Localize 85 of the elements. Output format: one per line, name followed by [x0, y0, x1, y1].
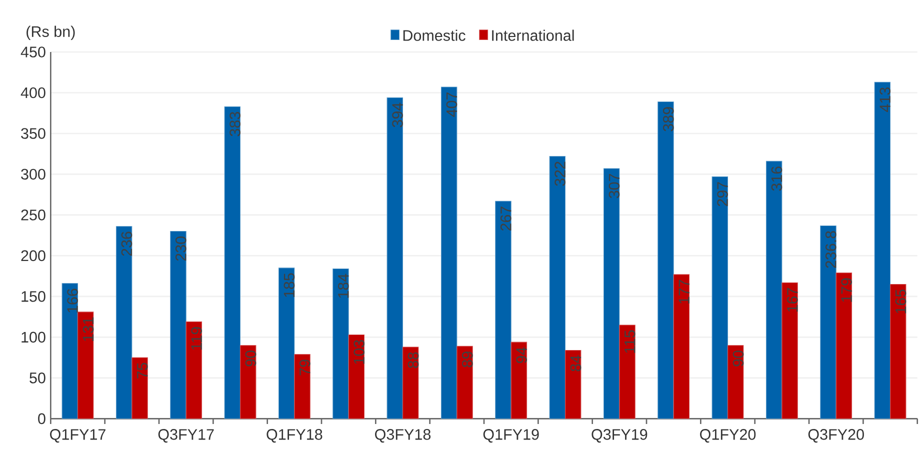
bar	[456, 346, 473, 419]
data-label: 389	[662, 107, 674, 132]
bar	[495, 200, 512, 419]
bar	[712, 176, 728, 419]
data-label: 383	[230, 112, 240, 136]
bar	[294, 354, 310, 419]
data-label: 119	[191, 327, 202, 350]
bar	[386, 97, 404, 419]
bar	[510, 342, 528, 419]
data-label: 179	[841, 278, 852, 302]
bar	[224, 106, 241, 419]
x-tick-label: Q1FY20	[700, 429, 756, 443]
y-tick-label: 0	[38, 413, 46, 424]
bar	[658, 101, 674, 419]
legend-label: International	[492, 30, 574, 41]
bar	[549, 156, 566, 419]
data-label: 90	[732, 350, 744, 366]
bar	[619, 324, 636, 419]
bar	[874, 82, 891, 419]
bar	[782, 282, 798, 419]
data-label: 267	[500, 206, 512, 231]
bar	[603, 168, 620, 419]
x-tick-label: Q1FY19	[483, 429, 539, 443]
bar	[62, 283, 78, 419]
bar	[278, 268, 295, 419]
bar	[727, 345, 744, 419]
y-axis-title: (Rs bn)	[26, 26, 75, 40]
data-label: 165	[895, 290, 906, 314]
bar	[673, 274, 690, 419]
y-tick-label: 400	[20, 87, 46, 98]
bar	[116, 226, 132, 419]
y-tick-label: 50	[30, 372, 46, 384]
bar	[766, 160, 782, 419]
data-label: 115	[624, 330, 636, 353]
data-label: 89	[462, 352, 473, 368]
data-label: 88	[408, 352, 419, 368]
y-tick-label: 200	[21, 250, 46, 262]
data-label: 316	[771, 166, 782, 191]
x-tick-label: Q3FY19	[592, 429, 648, 443]
data-label: 90	[245, 350, 256, 366]
x-tick-label: Q3FY20	[808, 429, 864, 443]
data-label: 236.8	[825, 231, 836, 268]
y-tick-label: 100	[22, 332, 46, 343]
bar	[240, 345, 256, 419]
bar	[132, 357, 148, 419]
bar	[348, 334, 365, 419]
data-label: 167	[787, 288, 798, 312]
data-label: 297	[717, 182, 728, 206]
data-label: 177	[678, 280, 690, 304]
data-label: 394	[392, 102, 403, 128]
data-label: 79	[300, 360, 310, 376]
bar	[402, 346, 419, 419]
legend-label: Domestic	[403, 30, 466, 41]
data-label: 94	[516, 347, 528, 364]
bar	[440, 86, 458, 419]
data-label: 166	[67, 288, 78, 312]
data-label: 230	[175, 236, 186, 261]
data-label: 75	[137, 362, 148, 378]
data-label: 322	[554, 162, 566, 186]
bar	[186, 321, 202, 419]
data-label: 407	[446, 92, 458, 117]
y-tick-label: 150	[22, 291, 46, 302]
data-label: 236	[121, 232, 132, 256]
data-label: 185	[284, 273, 295, 297]
y-tick-label: 450	[20, 46, 46, 58]
data-label: 103	[354, 340, 364, 364]
bar	[564, 350, 582, 419]
y-tick-label: 350	[21, 128, 46, 139]
data-label: 307	[608, 174, 620, 198]
bar	[890, 284, 906, 419]
data-label: 131	[82, 317, 94, 341]
x-tick-label: Q1FY18	[266, 429, 322, 443]
y-tick-label: 300	[21, 168, 46, 180]
bar	[836, 272, 852, 419]
bar	[170, 230, 186, 419]
data-label: 413	[880, 88, 890, 112]
bar	[820, 225, 836, 419]
y-tick-label: 250	[21, 210, 46, 220]
data-label: 184	[338, 274, 349, 298]
x-tick-label: Q1FY17	[50, 429, 106, 443]
x-tick-label: Q3FY17	[158, 429, 214, 443]
x-tick-label: Q3FY18	[375, 429, 431, 443]
bar	[332, 268, 349, 419]
data-label: 84	[570, 355, 582, 372]
bar	[77, 312, 94, 419]
